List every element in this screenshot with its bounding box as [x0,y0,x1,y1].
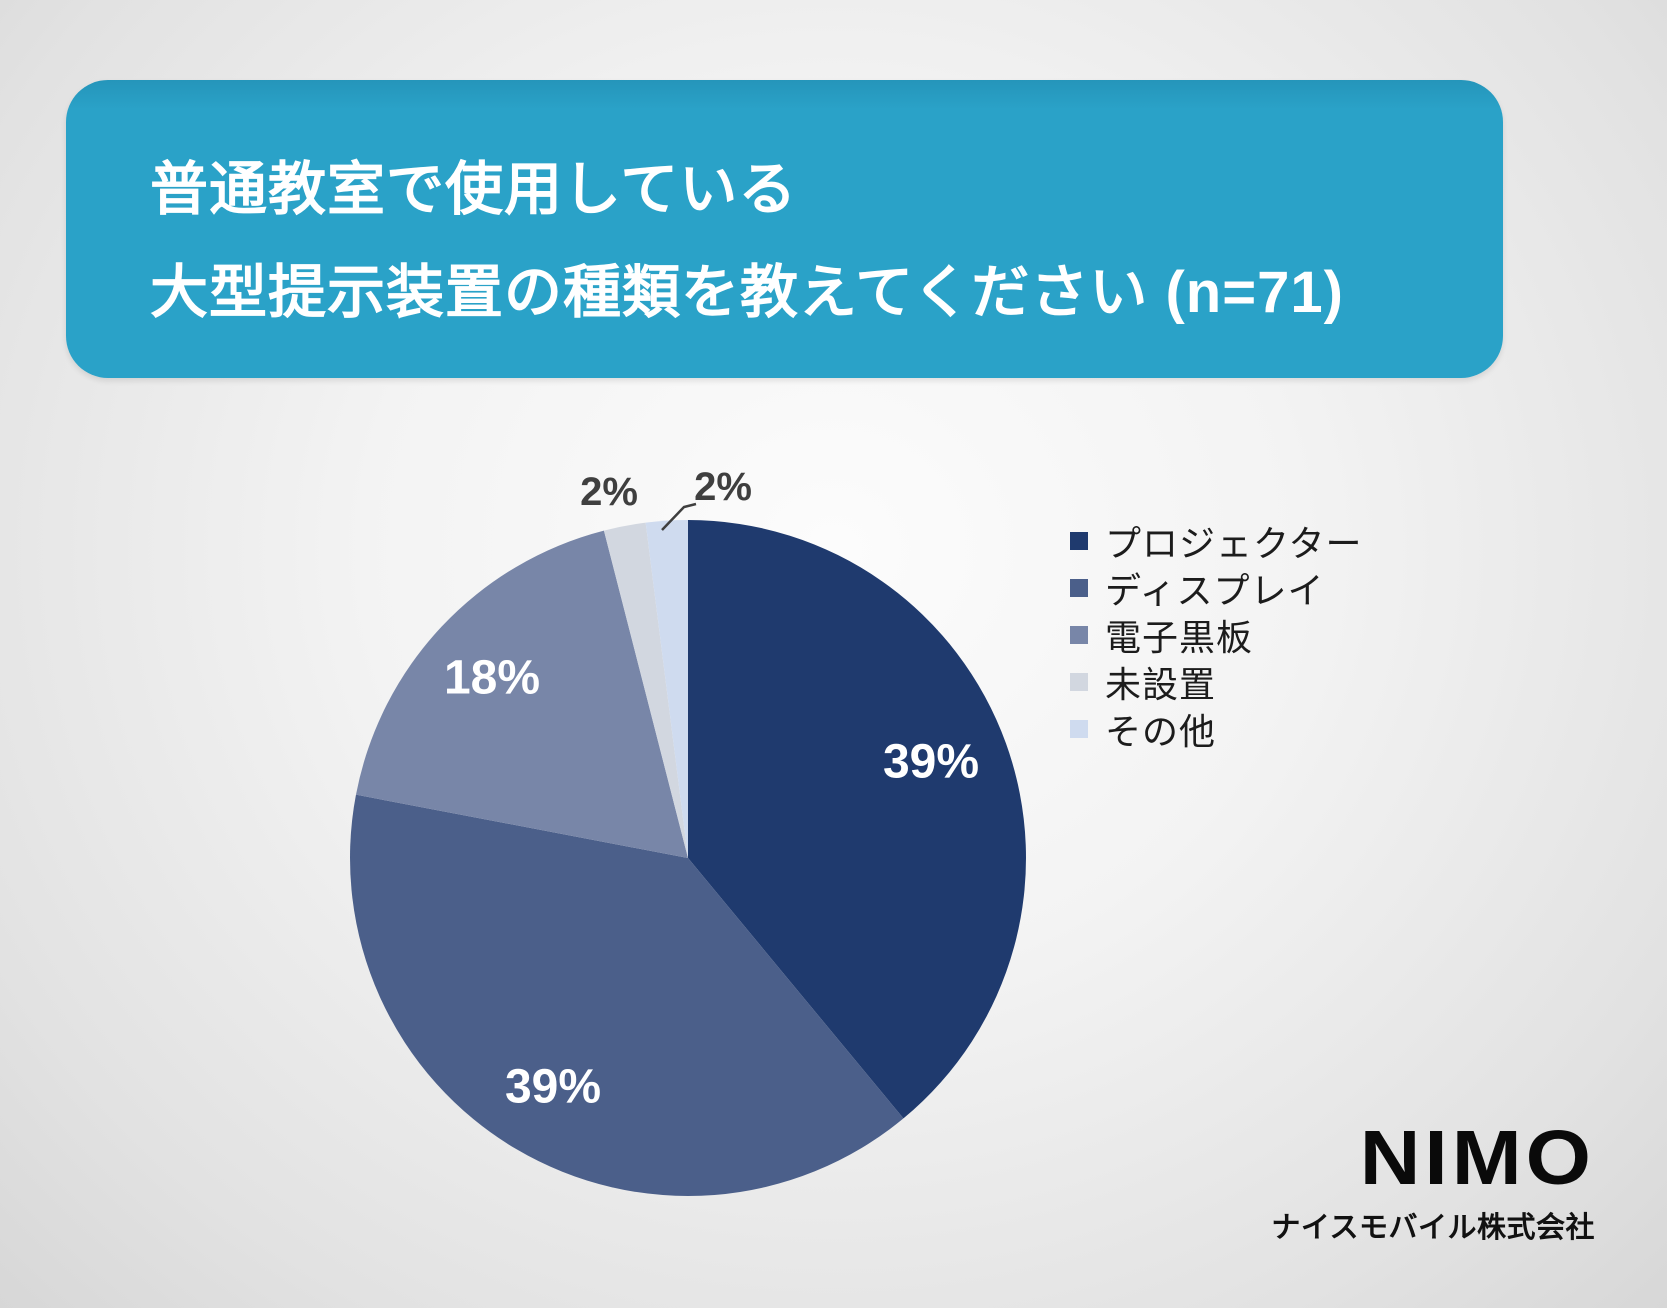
pie-data-label-1: 39% [883,736,979,789]
pie-slice-2 [350,794,904,1196]
nimo-logo: NIMO [1359,1114,1595,1201]
legend-item-other: その他 [1070,705,1363,752]
chart-legend: プロジェクター ディスプレイ 電子黒板 未設置 その他 [1070,517,1363,752]
label-leader-line [661,502,697,531]
company-name: ナイスモバイル株式会社 [1271,1212,1595,1244]
pie-slice-4 [603,522,688,858]
legend-item-projector: プロジェクター [1070,517,1363,564]
legend-label-projector: プロジェクター [1105,522,1363,564]
pie-data-label-2: 39% [505,1061,601,1114]
pie-slice-1 [688,520,1026,1119]
pie-data-label-3: 18% [444,652,540,705]
legend-item-display: ディスプレイ [1070,564,1363,611]
pie-data-label-5: 2% [694,465,752,509]
pie-slice-5 [645,520,688,858]
legend-swatch-electronic-blackboard [1070,625,1088,644]
legend-label-electronic-blackboard: 電子黒板 [1105,616,1254,658]
pie-data-label-4: 2% [580,470,638,514]
legend-label-not-installed: 未設置 [1105,663,1217,705]
title-line-2: 大型提示装置の種類を教えてください (n=71) [150,260,1344,325]
legend-label-display: ディスプレイ [1105,569,1325,611]
title-line-1: 普通教室で使用している [150,157,798,222]
pie-slice-3 [355,530,688,858]
legend-swatch-display [1070,578,1088,597]
legend-item-electronic-blackboard: 電子黒板 [1070,611,1363,658]
title-banner: 普通教室で使用している 大型提示装置の種類を教えてください (n=71) [66,80,1503,378]
legend-label-other: その他 [1105,710,1217,752]
legend-swatch-other [1070,719,1088,738]
legend-swatch-not-installed [1070,672,1088,691]
brand-block: NIMO ナイスモバイル株式会社 [1271,1112,1595,1246]
legend-item-not-installed: 未設置 [1070,658,1363,705]
legend-swatch-projector [1070,531,1088,550]
